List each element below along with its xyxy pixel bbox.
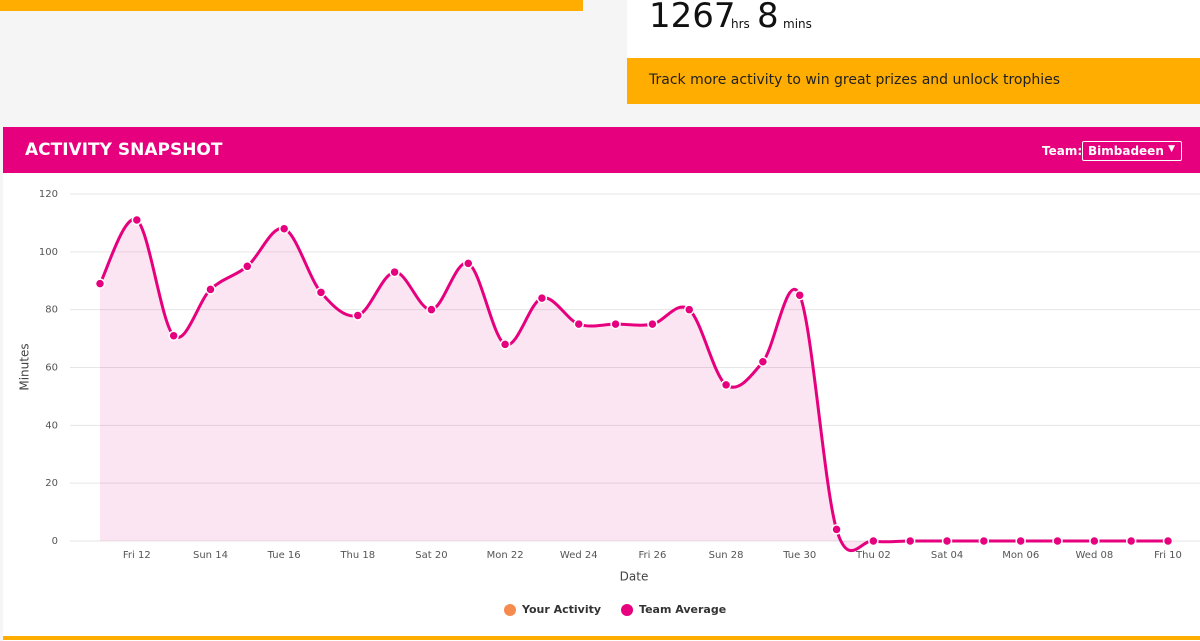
x-tick-label: Thu 18	[339, 550, 375, 561]
chart: Date Minutes 0 20 40 60 80 100 120 Fri 12 Sun 14…	[3, 173, 1200, 641]
point	[205, 284, 216, 295]
x-tick-label: Thu 02	[855, 550, 891, 561]
point	[941, 535, 953, 547]
point	[94, 278, 106, 289]
point	[463, 258, 474, 269]
bottom-bar	[3, 636, 1200, 640]
legend-swatch	[504, 604, 516, 616]
point	[242, 261, 253, 272]
x-tick-label: Mon 06	[1002, 550, 1039, 561]
point	[904, 535, 916, 547]
x-axis-label: Date	[620, 570, 649, 584]
y-tick-label: 100	[39, 247, 58, 258]
point	[868, 535, 879, 547]
x-tick-label: Wed 24	[560, 550, 598, 561]
point	[610, 318, 621, 330]
x-tick-label: Sat 04	[931, 550, 963, 561]
x-tick-label: Fri 10	[1154, 550, 1182, 561]
point	[1052, 535, 1063, 547]
progress-bar	[0, 0, 583, 11]
point	[389, 266, 400, 278]
section-title: ACTIVITY SNAPSHOT	[25, 140, 223, 160]
point	[1089, 535, 1100, 547]
point	[352, 310, 364, 321]
point	[315, 287, 327, 298]
point	[573, 318, 585, 330]
x-tick-label: Fri 12	[123, 550, 151, 561]
hours-unit: hrs	[731, 17, 750, 31]
team-value: Bimbadeen	[1088, 144, 1164, 158]
point	[647, 318, 658, 330]
line	[98, 217, 1168, 553]
x-tick-label: Sun 28	[709, 550, 744, 561]
point	[757, 356, 769, 367]
point	[426, 304, 437, 315]
x-tick-label: Mon 22	[487, 550, 524, 561]
point	[168, 330, 179, 341]
point	[978, 535, 990, 547]
legend-swatch	[621, 604, 634, 616]
y-tick-label: 20	[45, 478, 58, 489]
point	[1125, 535, 1137, 547]
point	[720, 379, 732, 391]
minutes-unit: mins	[783, 17, 812, 31]
point	[831, 524, 842, 535]
y-tick-label: 0	[52, 536, 58, 547]
area	[100, 219, 1168, 551]
team-label: Team:	[1042, 144, 1083, 158]
point	[278, 223, 290, 234]
y-tick-label: 80	[45, 305, 58, 316]
x-tick-label: Wed 08	[1075, 550, 1113, 561]
legend-label: Your Activity	[521, 603, 601, 616]
point	[1162, 535, 1174, 547]
banner: Track more activity to win great prizes …	[627, 58, 1200, 104]
y-tick-label: 40	[45, 420, 58, 431]
point	[794, 289, 805, 301]
minutes: 8	[757, 0, 779, 36]
x-tick-label: Tue 30	[782, 550, 816, 561]
y-tick-label: 120	[39, 189, 58, 200]
y-axis-label: Minutes	[18, 343, 32, 390]
hours: 1267	[649, 0, 736, 36]
point	[131, 214, 143, 226]
section-header: ACTIVITY SNAPSHOT Team: Bimbadeen ▼	[3, 127, 1200, 173]
x-tick-label: Sat 20	[415, 550, 447, 561]
team-select[interactable]: Bimbadeen ▼	[1082, 141, 1182, 161]
x-tick-label: Tue 16	[267, 550, 301, 561]
point	[536, 292, 548, 304]
chart-bg	[3, 173, 1200, 641]
time-card: 1267 hrs 8 mins	[627, 0, 1200, 58]
point	[1015, 535, 1026, 547]
y-tick-label: 60	[45, 363, 58, 374]
banner-text: Track more activity to win great prizes …	[649, 72, 1061, 88]
legend-label: Team Average	[639, 603, 726, 616]
point	[499, 339, 511, 350]
x-tick-label: Fri 26	[638, 550, 666, 561]
point	[683, 304, 695, 315]
x-tick-label: Sun 14	[193, 550, 228, 561]
